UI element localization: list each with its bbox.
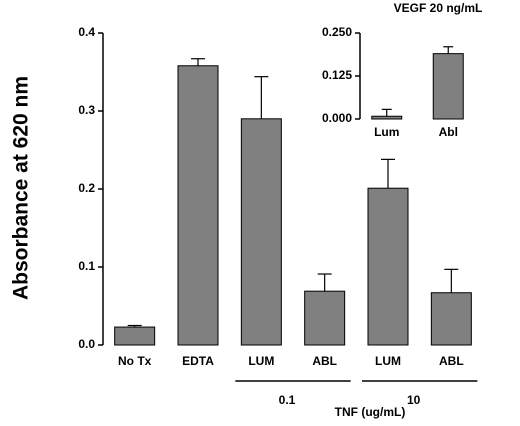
y-axis-title: Absorbance at 620 nm [10, 76, 33, 300]
category-label: EDTA [182, 354, 214, 368]
inset-bar [432, 53, 464, 120]
group-label: 0.1 [279, 393, 296, 407]
bar [114, 326, 156, 346]
y-tick-label: 0.3 [78, 103, 95, 117]
category-label: ABL [439, 354, 464, 368]
y-tick-label: 0.2 [78, 181, 95, 195]
y-tick-label: 0.0 [78, 337, 95, 351]
bar [304, 290, 346, 346]
inset-category-label: Lum [374, 125, 399, 139]
bar [367, 187, 409, 346]
inset-bar [371, 115, 403, 120]
category-label: LUM [248, 354, 274, 368]
inset-chart-title: VEGF 20 ng/mL [394, 1, 483, 15]
y-tick-label: 0.4 [78, 25, 95, 39]
bar [177, 65, 219, 346]
bar [430, 292, 472, 346]
group-label: 10 [407, 393, 421, 407]
inset-y-tick-label: 0.000 [322, 111, 352, 125]
x-axis-title: TNF (ug/mL) [335, 405, 406, 419]
inset-category-label: Abl [439, 125, 458, 139]
y-tick-label: 0.1 [78, 259, 95, 273]
category-label: ABL [312, 354, 337, 368]
category-label: LUM [375, 354, 401, 368]
bar [240, 118, 282, 346]
category-label: No Tx [118, 354, 152, 368]
inset-y-tick-label: 0.250 [322, 25, 352, 39]
inset-y-tick-label: 0.125 [322, 68, 352, 82]
